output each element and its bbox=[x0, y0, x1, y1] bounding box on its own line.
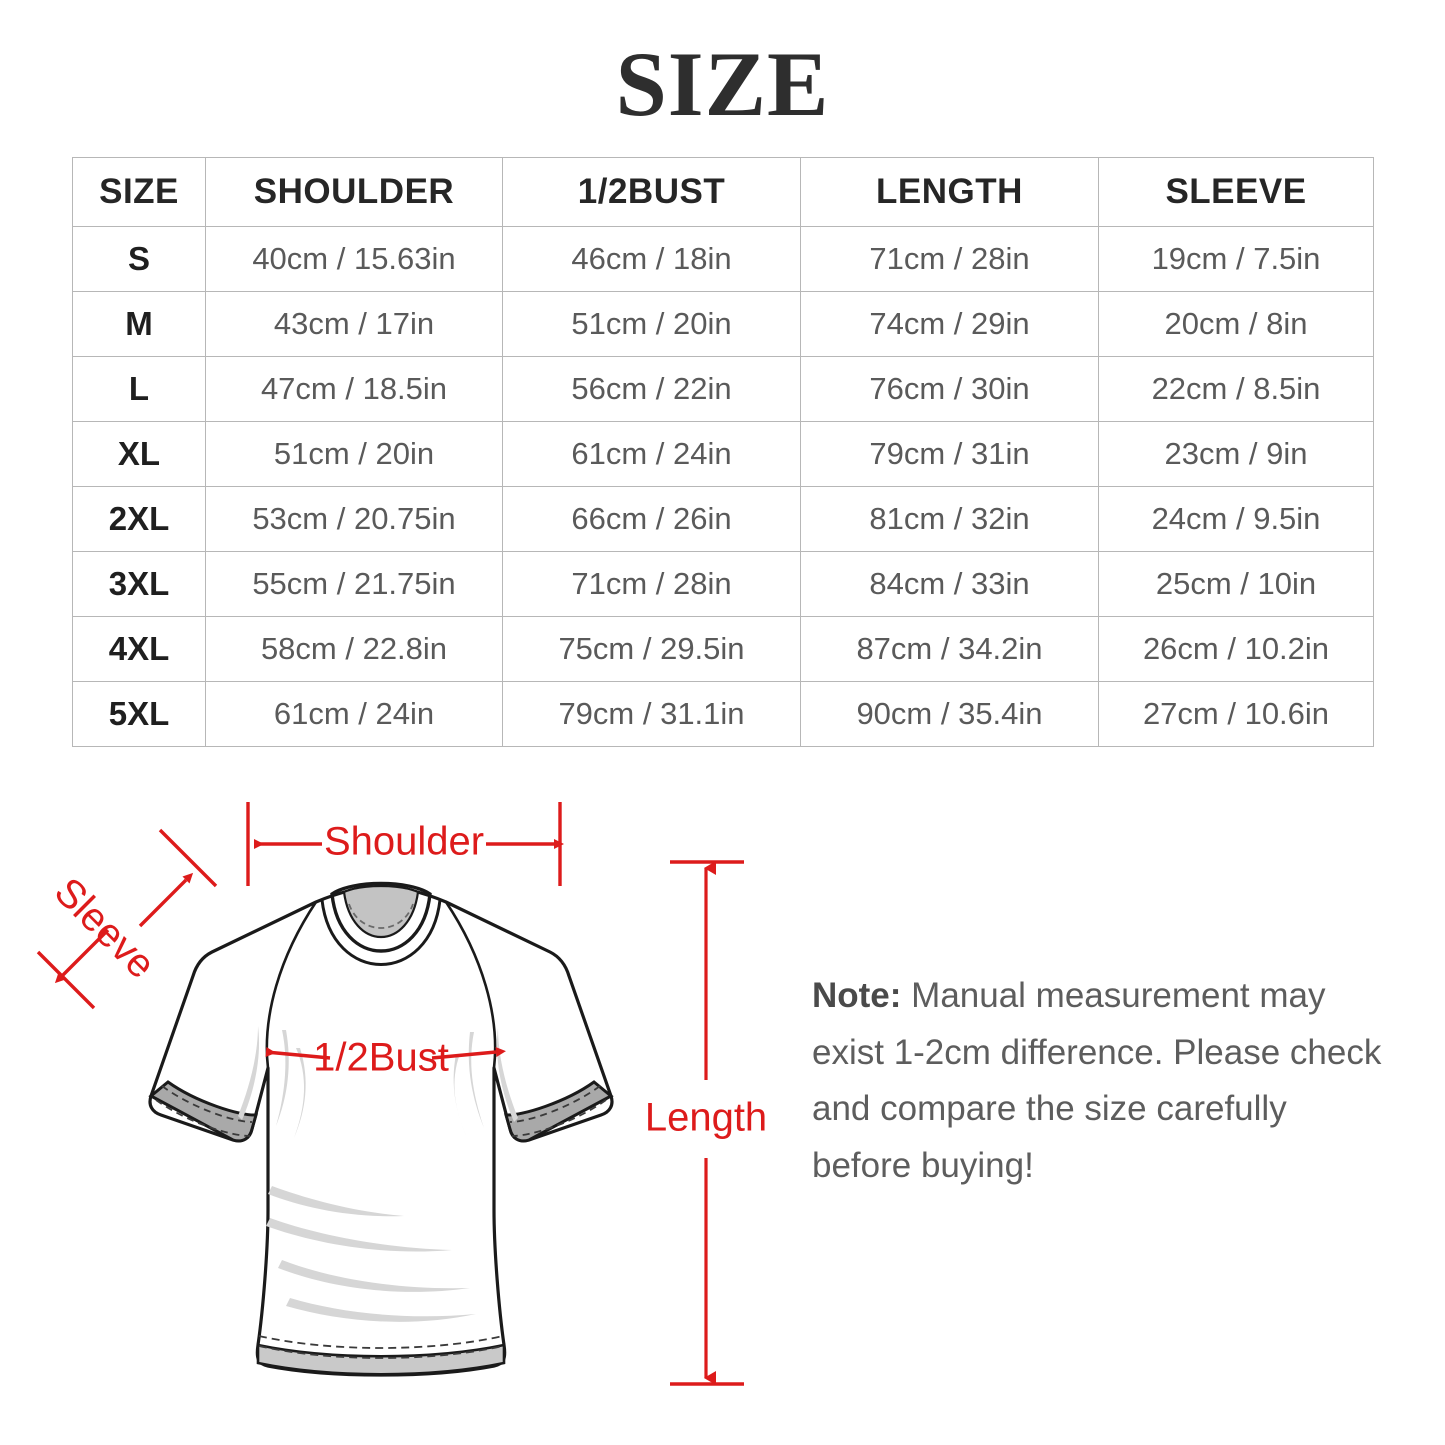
table-row: L 47cm / 18.5in 56cm / 22in 76cm / 30in … bbox=[72, 356, 1374, 422]
cell-length: 90cm / 35.4in bbox=[800, 681, 1099, 747]
tshirt-measurement-diagram: Shoulder Sleeve 1/2Bust Length bbox=[0, 780, 820, 1440]
cell-shoulder: 40cm / 15.63in bbox=[205, 226, 503, 292]
cell-shoulder: 61cm / 24in bbox=[205, 681, 503, 747]
table-row: 2XL 53cm / 20.75in 66cm / 26in 81cm / 32… bbox=[72, 486, 1374, 552]
cell-bust: 79cm / 31.1in bbox=[502, 681, 801, 747]
sleeve-tick-top bbox=[158, 828, 218, 888]
bust-arrow-left bbox=[265, 1047, 331, 1060]
cell-shoulder: 51cm / 20in bbox=[205, 421, 503, 487]
cell-size: 3XL bbox=[72, 551, 206, 617]
cell-sleeve: 27cm / 10.6in bbox=[1098, 681, 1374, 747]
sleeve-dimension bbox=[36, 828, 218, 1010]
column-header-sleeve: SLEEVE bbox=[1098, 157, 1374, 227]
collar-stitch-dashed bbox=[348, 903, 414, 929]
sleeve-cuff-stitch-right-2 bbox=[511, 1099, 607, 1137]
cell-sleeve: 19cm / 7.5in bbox=[1098, 226, 1374, 292]
shoulder-dimension bbox=[246, 802, 564, 886]
sleeve-tick-bottom bbox=[36, 950, 96, 1010]
column-header-shoulder: SHOULDER bbox=[205, 157, 503, 227]
cell-length: 76cm / 30in bbox=[800, 356, 1099, 422]
cell-bust: 51cm / 20in bbox=[502, 291, 801, 357]
sleeve-label: Sleeve bbox=[46, 869, 164, 987]
note-label: Note: bbox=[812, 976, 902, 1015]
measurement-note: Note: Manual measurement may exist 1-2cm… bbox=[812, 968, 1382, 1195]
cell-bust: 46cm / 18in bbox=[502, 226, 801, 292]
column-header-length: LENGTH bbox=[800, 157, 1099, 227]
sleeve-arrow-down bbox=[54, 928, 110, 984]
cell-length: 84cm / 33in bbox=[800, 551, 1099, 617]
cell-size: 5XL bbox=[72, 681, 206, 747]
cell-sleeve: 23cm / 9in bbox=[1098, 421, 1374, 487]
collar-inner-back bbox=[342, 884, 420, 939]
size-chart-table: SIZE SHOULDER 1/2BUST LENGTH SLEEVE S 40… bbox=[72, 157, 1374, 747]
cell-shoulder: 53cm / 20.75in bbox=[205, 486, 503, 552]
cell-sleeve: 24cm / 9.5in bbox=[1098, 486, 1374, 552]
bust-dimension bbox=[265, 1047, 506, 1060]
table-row: 3XL 55cm / 21.75in 71cm / 28in 84cm / 33… bbox=[72, 551, 1374, 617]
bottom-hem-fill bbox=[256, 1343, 506, 1376]
cell-length: 74cm / 29in bbox=[800, 291, 1099, 357]
cell-bust: 66cm / 26in bbox=[502, 486, 801, 552]
column-header-bust: 1/2BUST bbox=[502, 157, 801, 227]
cell-length: 81cm / 32in bbox=[800, 486, 1099, 552]
cell-shoulder: 58cm / 22.8in bbox=[205, 616, 503, 682]
cell-length: 71cm / 28in bbox=[800, 226, 1099, 292]
cell-bust: 71cm / 28in bbox=[502, 551, 801, 617]
column-header-size: SIZE bbox=[72, 157, 206, 227]
collar-band bbox=[330, 881, 432, 953]
cell-sleeve: 22cm / 8.5in bbox=[1098, 356, 1374, 422]
cell-size: XL bbox=[72, 421, 206, 487]
cell-shoulder: 43cm / 17in bbox=[205, 291, 503, 357]
cell-bust: 56cm / 22in bbox=[502, 356, 801, 422]
cell-size: S bbox=[72, 226, 206, 292]
bust-label: 1/2Bust bbox=[313, 1036, 449, 1080]
length-dimension bbox=[670, 860, 744, 1386]
cell-size: 4XL bbox=[72, 616, 206, 682]
table-row: 5XL 61cm / 24in 79cm / 31.1in 90cm / 35.… bbox=[72, 681, 1374, 747]
sleeve-arrow-up bbox=[138, 872, 194, 928]
shoulder-seam-right bbox=[444, 901, 497, 1069]
cell-sleeve: 26cm / 10.2in bbox=[1098, 616, 1374, 682]
bottom-hem-stitch-1 bbox=[258, 1335, 504, 1349]
cell-shoulder: 55cm / 21.75in bbox=[205, 551, 503, 617]
cell-length: 79cm / 31in bbox=[800, 421, 1099, 487]
page-title: SIZE bbox=[615, 33, 830, 135]
cell-shoulder: 47cm / 18.5in bbox=[205, 356, 503, 422]
cell-size: L bbox=[72, 356, 206, 422]
shoulder-label: Shoulder bbox=[324, 820, 484, 864]
table-row: S 40cm / 15.63in 46cm / 18in 71cm / 28in… bbox=[72, 226, 1374, 292]
sleeve-cuff-stitch-left-2 bbox=[155, 1099, 251, 1137]
cell-sleeve: 25cm / 10in bbox=[1098, 551, 1374, 617]
cell-bust: 61cm / 24in bbox=[502, 421, 801, 487]
bottom-hem-stitch-2 bbox=[258, 1345, 504, 1359]
table-row: M 43cm / 17in 51cm / 20in 74cm / 29in 20… bbox=[72, 291, 1374, 357]
fabric-shading bbox=[238, 1026, 518, 1322]
bust-arrow-right bbox=[431, 1047, 506, 1060]
note-text: Manual measurement may exist 1-2cm diffe… bbox=[812, 976, 1382, 1186]
length-label: Length bbox=[645, 1096, 767, 1140]
cell-sleeve: 20cm / 8in bbox=[1098, 291, 1374, 357]
cell-length: 87cm / 34.2in bbox=[800, 616, 1099, 682]
table-header-row: SIZE SHOULDER 1/2BUST LENGTH SLEEVE bbox=[72, 157, 1374, 227]
cell-bust: 75cm / 29.5in bbox=[502, 616, 801, 682]
cell-size: 2XL bbox=[72, 486, 206, 552]
table-row: XL 51cm / 20in 61cm / 24in 79cm / 31in 2… bbox=[72, 421, 1374, 487]
cell-size: M bbox=[72, 291, 206, 357]
tshirt-illustration bbox=[148, 881, 614, 1377]
table-row: 4XL 58cm / 22.8in 75cm / 29.5in 87cm / 3… bbox=[72, 616, 1374, 682]
collar-band-outer bbox=[320, 899, 442, 966]
